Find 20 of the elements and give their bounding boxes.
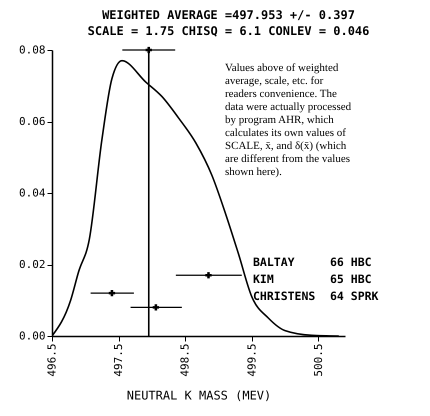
y-tick-label: 0.00: [19, 330, 46, 342]
point: [108, 290, 116, 296]
x-tick-label: 497.5: [112, 344, 126, 377]
text: Values above of weighted average, scale, etc. for readers convenience. The data were actually processed by program AHR, which calculates its own values of SCALE, x̄, and δ(x̄) (which are different from the values shown here).: [225, 62, 352, 178]
y-tick-label: 0.04: [19, 186, 46, 200]
y-tick-label: 0.08: [19, 44, 46, 56]
chart-title: WEIGHTED AVERAGE =497.953 +/- 0.397: [102, 8, 355, 22]
point: [205, 272, 212, 278]
chart-subtitle: SCALE = 1.75 CHISQ = 6.1 CONLEV = 0.046: [88, 24, 370, 38]
text: CHRISTENS 64 SPRK: [253, 289, 378, 303]
point: [152, 304, 160, 311]
x-tick-label: 496.5: [46, 344, 58, 377]
x-tick-label: 498.5: [178, 344, 192, 377]
text: BALTAY 66 HBC: [253, 255, 372, 269]
x-tick-label: 500.5: [312, 344, 325, 377]
y-tick-label: 0.06: [19, 115, 46, 128]
x-tick-label: 499.5: [245, 344, 258, 377]
x-axis-title: NEUTRAL K MASS (MEV): [126, 388, 272, 403]
text: KIM 65 HBC: [253, 272, 372, 286]
y-tick-label: 0.02: [19, 258, 46, 271]
